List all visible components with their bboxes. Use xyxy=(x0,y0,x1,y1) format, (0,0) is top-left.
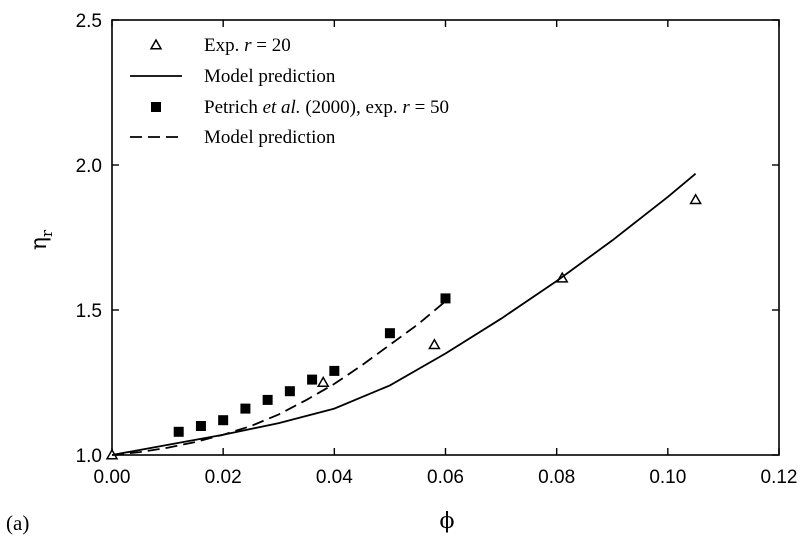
panel-label: (a) xyxy=(6,511,29,535)
legend-triangle-symbol xyxy=(149,38,163,50)
y-tick-label: 2.5 xyxy=(76,11,102,32)
triangle-marker xyxy=(316,375,330,387)
legend-entry-label: Petrich et al. (2000), exp. r = 50 xyxy=(204,97,449,118)
legend-entry-part: Model prediction xyxy=(204,127,336,148)
legend-entry-part: r xyxy=(244,35,252,56)
square-marker xyxy=(218,415,229,426)
y-tick-label: 1.0 xyxy=(76,446,102,467)
square-marker xyxy=(262,394,273,405)
square-marker xyxy=(195,421,206,431)
legend-entry-label: Model prediction xyxy=(204,66,336,87)
svg-text:ηr: ηr xyxy=(27,229,56,250)
legend: Exp. r = 20 Model prediction Petrich et al… xyxy=(130,35,449,148)
x-tick-label: 0.06 xyxy=(427,467,464,488)
y-axis-label: ηr xyxy=(27,229,56,250)
y-axis-label-main: η xyxy=(27,237,52,250)
square-marker xyxy=(307,374,318,385)
legend-entry-label: Model prediction xyxy=(204,127,336,148)
dashed-model-line xyxy=(111,300,447,456)
legend-entry-part: Model prediction xyxy=(204,66,336,87)
square-marker xyxy=(240,403,251,414)
legend-square-symbol xyxy=(151,102,161,112)
legend-entry-label: Exp. r = 20 xyxy=(204,35,291,56)
triangle-marker xyxy=(428,338,441,350)
solid-model-line xyxy=(111,173,697,456)
legend-entry-part: = 20 xyxy=(252,35,291,56)
x-axis-label: ϕ xyxy=(440,509,455,534)
legend-entry-part: = 50 xyxy=(410,97,449,118)
x-tick-label: 0.00 xyxy=(94,467,131,488)
square-marker xyxy=(384,328,395,339)
y-tick-label: 1.5 xyxy=(76,301,102,322)
square-marker xyxy=(284,386,295,397)
x-tick-label: 0.10 xyxy=(649,467,686,488)
legend-entry-part: r xyxy=(402,97,410,118)
legend-entry-part: Exp. xyxy=(204,35,244,56)
x-tick-label: 0.02 xyxy=(205,467,242,488)
legend-entry-part: (2000), exp. xyxy=(301,97,403,118)
triangle-marker xyxy=(689,193,702,205)
x-tick-label: 0.08 xyxy=(538,467,575,488)
y-tick-label: 2.0 xyxy=(76,156,102,177)
square-marker xyxy=(440,293,451,304)
square-marker xyxy=(329,365,340,376)
square-marker xyxy=(173,426,184,437)
x-tick-label: 0.04 xyxy=(316,467,353,488)
legend-entry-part: et al. xyxy=(263,97,301,118)
legend-entry-part: Petrich xyxy=(204,97,263,118)
y-axis-label-sub: r xyxy=(38,229,56,237)
x-tick-label: 0.12 xyxy=(761,467,798,488)
